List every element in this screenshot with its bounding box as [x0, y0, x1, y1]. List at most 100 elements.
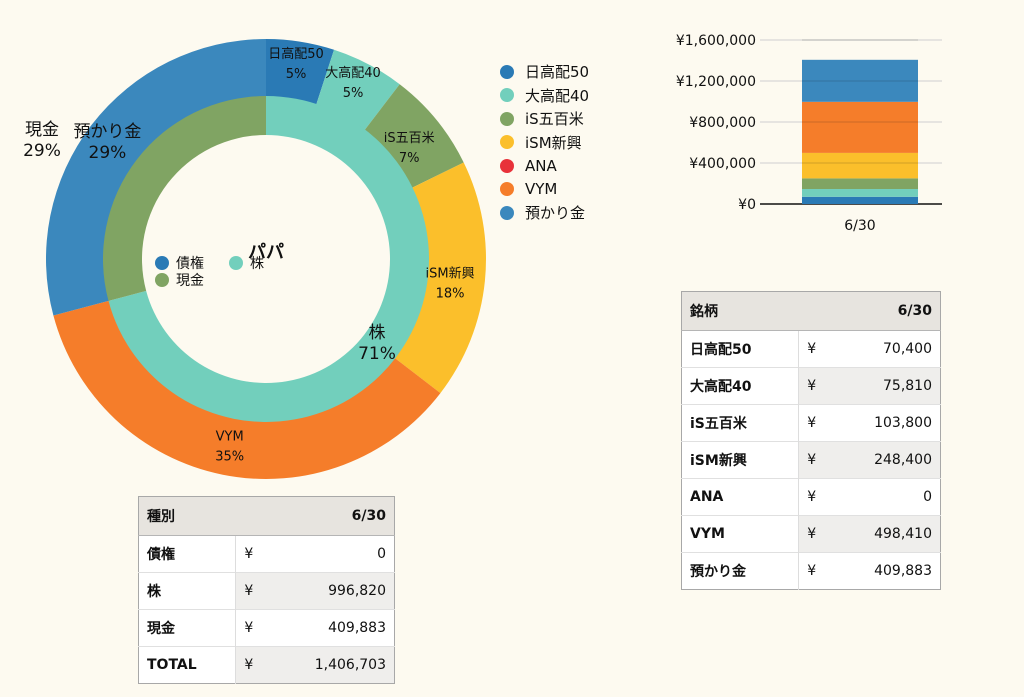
legend-swatch: [500, 205, 514, 220]
y-tick-label: ¥1,200,000: [676, 74, 756, 90]
row-currency: ¥: [798, 515, 830, 553]
row-name: ANA: [681, 478, 800, 516]
legend-swatch: [500, 64, 514, 79]
table-row: 株 ¥996,820: [138, 572, 395, 610]
row-name: 現金: [138, 609, 237, 647]
table-row: ANA ¥0: [681, 478, 941, 516]
row-value: 409,883: [829, 552, 941, 590]
table-header-holding: 銘柄: [681, 291, 830, 331]
legend-item: 預かり金: [500, 201, 589, 225]
row-name: TOTAL: [138, 646, 237, 684]
row-currency: ¥: [798, 552, 830, 590]
legend-label: 預かり金: [525, 204, 586, 223]
row-value: 0: [829, 478, 941, 516]
inner-legend-swatch-3: [155, 273, 169, 287]
legend-swatch: [500, 158, 514, 173]
category-table: 種別 6/30 債権 ¥0 株 ¥996,820 現金 ¥409,883 TOTAL ¥1,4…: [138, 496, 395, 684]
legend-label: VYM: [525, 180, 558, 199]
inner-pct-3: 29%: [23, 141, 61, 161]
row-currency: ¥: [798, 441, 830, 479]
legend-swatch: [500, 182, 514, 197]
row-name: 株: [138, 572, 237, 610]
y-tick-label: ¥0: [738, 197, 756, 213]
row-currency: ¥: [798, 478, 830, 516]
inner-legend-swatch-2: [229, 256, 243, 270]
legend-item: ANA: [500, 154, 589, 178]
table-row: 現金 ¥409,883: [138, 609, 395, 647]
outer-label-2: 大高配40: [325, 65, 381, 81]
inner-legend-swatch-1: [155, 256, 169, 270]
inner-legend-label-1: 債権: [176, 255, 204, 272]
inner-pct-2: 71%: [358, 344, 396, 364]
outer-label-7: 預かり金: [73, 122, 141, 142]
row-value: 0: [266, 535, 395, 573]
row-currency: ¥: [235, 609, 267, 647]
outer-slice-4: [394, 162, 486, 394]
y-tick-label: ¥400,000: [689, 156, 756, 172]
legend-label: ANA: [525, 156, 557, 175]
bar-segment-2: [802, 189, 918, 197]
legend-swatch: [500, 111, 514, 126]
outer-pct-2: 5%: [343, 86, 364, 101]
legend-swatch: [500, 135, 514, 150]
outer-label-3: iS五百米: [384, 131, 435, 146]
row-name: 日高配50: [681, 330, 800, 368]
x-tick-label: 6/30: [844, 218, 875, 234]
inner-legend: 債権 株現金: [155, 255, 264, 289]
chart-legend: 日高配50 大高配40 iS五百米 iSM新興 ANA VYM 預かり金: [500, 60, 589, 225]
table-header-date: 6/30: [266, 496, 395, 536]
outer-slice-2: [316, 49, 400, 131]
legend-item: VYM: [500, 178, 589, 202]
legend-label: iSM新興: [525, 133, 582, 152]
stacked-bar-chart: ¥0 ¥400,000 ¥800,000 ¥1,200,000 ¥1,600,000 6/…: [676, 33, 942, 234]
legend-item: iSM新興: [500, 131, 589, 155]
row-value: 70,400: [829, 330, 941, 368]
row-value: 75,810: [829, 367, 941, 405]
outer-pct-7: 29%: [89, 143, 127, 163]
table-row: iS五百米 ¥103,800: [681, 404, 941, 442]
outer-slice-6: [53, 300, 441, 480]
bar-segment-4: [802, 152, 918, 179]
row-name: iS五百米: [681, 404, 800, 442]
holdings-table: 銘柄 6/30 日高配50 ¥70,400 大高配40 ¥75,810 iS五百米 ¥10…: [681, 291, 941, 590]
row-name: VYM: [681, 515, 800, 553]
table-row: TOTAL ¥1,406,703: [138, 646, 395, 684]
row-name: 預かり金: [681, 552, 800, 590]
bar-segment-6: [802, 101, 918, 153]
row-currency: ¥: [235, 572, 267, 610]
table-header-category: 種別: [138, 496, 267, 536]
donut-title: パパ: [248, 242, 284, 263]
row-currency: ¥: [798, 404, 830, 442]
outer-ring: [45, 39, 486, 480]
outer-label-1: 日高配50: [268, 46, 324, 62]
inner-legend-label-3: 現金: [176, 273, 204, 289]
row-currency: ¥: [798, 330, 830, 368]
row-currency: ¥: [235, 646, 267, 684]
table-header-date: 6/30: [829, 291, 941, 331]
legend-item: 大高配40: [500, 84, 589, 108]
row-value: 498,410: [829, 515, 941, 553]
outer-pct-3: 7%: [399, 151, 420, 166]
table-row: 大高配40 ¥75,810: [681, 367, 941, 405]
inner-slice-3: [102, 96, 266, 301]
row-value: 996,820: [266, 572, 395, 610]
table-row: iSM新興 ¥248,400: [681, 441, 941, 479]
inner-label-2: 株: [369, 323, 386, 343]
outer-label-6: VYM: [216, 429, 244, 444]
row-name: iSM新興: [681, 441, 800, 479]
bar-segment-7: [802, 59, 918, 102]
y-tick-label: ¥800,000: [689, 115, 756, 131]
table-row: 債権 ¥0: [138, 535, 395, 573]
inner-legend-label-2: 株: [250, 256, 264, 272]
row-name: 大高配40: [681, 367, 800, 405]
legend-item: 日高配50: [500, 60, 589, 84]
outer-slice-1: [266, 39, 335, 105]
legend-swatch: [500, 88, 514, 103]
row-name: 債権: [138, 535, 237, 573]
inner-ring: [102, 96, 430, 422]
outer-label-4: iSM新興: [426, 266, 475, 282]
row-value: 409,883: [266, 609, 395, 647]
legend-item: iS五百米: [500, 107, 589, 131]
